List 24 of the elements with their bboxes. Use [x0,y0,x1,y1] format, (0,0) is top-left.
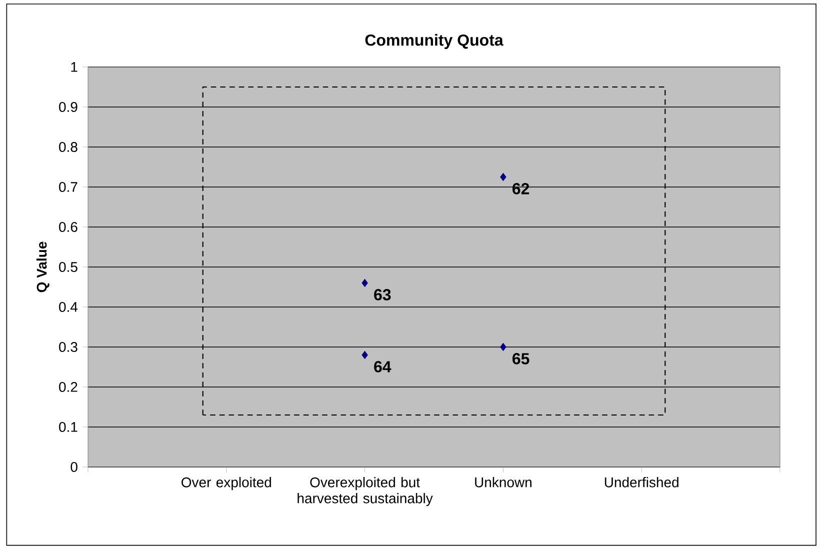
annotation: 65 [512,353,530,364]
y-tick-label: 0.3 [59,342,78,352]
y-axis-title: Q Value [36,242,50,292]
y-tick-label: 0.8 [59,142,78,152]
y-tick-label: 0.9 [59,102,78,112]
x-tick-label: Unknown [475,477,532,488]
y-tick-label: 0.7 [59,182,78,192]
annotation: 63 [374,289,391,300]
point [362,278,368,287]
x-tick-label: Overexploited but harvested sustainably [298,477,433,506]
x-tick-label: Underfished [604,477,678,488]
y-tick-label: 0.6 [59,222,78,232]
chart-title: Community Quota [365,34,504,49]
y-tick-label: 0.2 [59,382,78,392]
y-tick-label: 0.1 [59,422,78,432]
point [362,350,368,359]
x-tick-label: Over exploited [182,477,271,490]
y-tick-label: 0.5 [59,262,78,272]
point [500,172,506,181]
annotation: 64 [374,361,392,372]
y-tick-label: 0 [70,462,78,472]
y-tick-label: 0.4 [59,302,78,312]
point [500,342,506,351]
y-tick-label: 1 [71,62,78,72]
